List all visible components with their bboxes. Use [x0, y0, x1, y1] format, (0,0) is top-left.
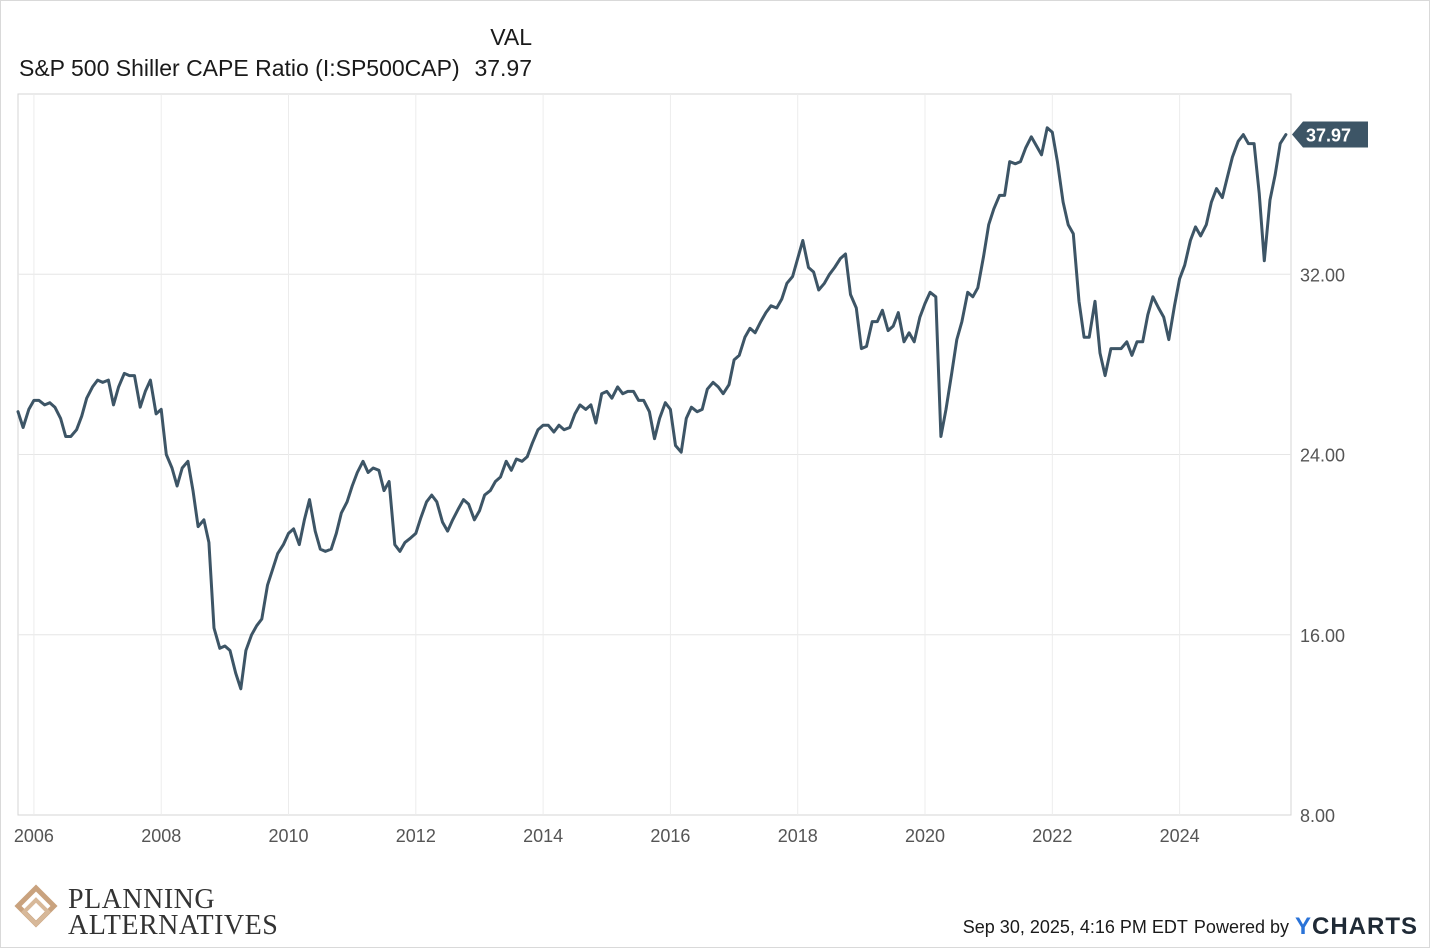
- ycharts-y-glyph: Y: [1294, 913, 1312, 940]
- x-tick-label: 2024: [1160, 826, 1200, 846]
- footer-attribution: Sep 30, 2025, 4:16 PM EDT Powered by YCH…: [963, 913, 1418, 941]
- ycharts-logo[interactable]: YCHARTS: [1295, 913, 1418, 941]
- series-line-cape: [16, 126, 1288, 691]
- x-tick-label: 2010: [268, 826, 308, 846]
- logo-line-1: PLANNING: [68, 884, 216, 915]
- tick-layer: 8.00 16.00 24.00 32.00 2006 2008 2010 2012 2014 2…: [14, 265, 1345, 846]
- planning-alternatives-logo: PLANNING ALTERNATIVES: [14, 884, 314, 940]
- x-tick-label: 2012: [396, 826, 436, 846]
- legend-column-header: VAL: [490, 24, 532, 50]
- timestamp: Sep 30, 2025, 4:16 PM EDT: [962, 916, 1188, 937]
- x-tick-label: 2022: [1032, 826, 1072, 846]
- x-tick-label: 2006: [14, 826, 54, 846]
- x-tick-label: 2020: [905, 826, 945, 846]
- ycharts-wordmark: CHARTS: [1312, 913, 1418, 940]
- x-tick-label: 2018: [778, 826, 818, 846]
- x-tick-label: 2014: [523, 826, 563, 846]
- x-tick-label: 2016: [650, 826, 690, 846]
- x-tick-label: 2008: [141, 826, 181, 846]
- grid-layer: [18, 94, 1291, 815]
- last-value-flag: [1292, 121, 1368, 148]
- diamond-logo-icon: [14, 884, 58, 928]
- series-layer: [16, 126, 1288, 691]
- y-tick-label: 8.00: [1300, 806, 1335, 826]
- y-tick-label: 16.00: [1300, 626, 1345, 646]
- legend-series-value: 37.97: [474, 55, 532, 81]
- logo-line-2: ALTERNATIVES: [68, 910, 279, 941]
- y-tick-label: 24.00: [1300, 446, 1345, 466]
- legend-series-name[interactable]: S&P 500 Shiller CAPE Ratio (I:SP500CAP): [19, 55, 460, 81]
- powered-by-text: Powered by: [1193, 916, 1289, 937]
- last-value-label: 37.97: [1306, 126, 1351, 146]
- y-tick-label: 32.00: [1300, 265, 1345, 285]
- last-value-marker: 37.97: [1292, 121, 1368, 148]
